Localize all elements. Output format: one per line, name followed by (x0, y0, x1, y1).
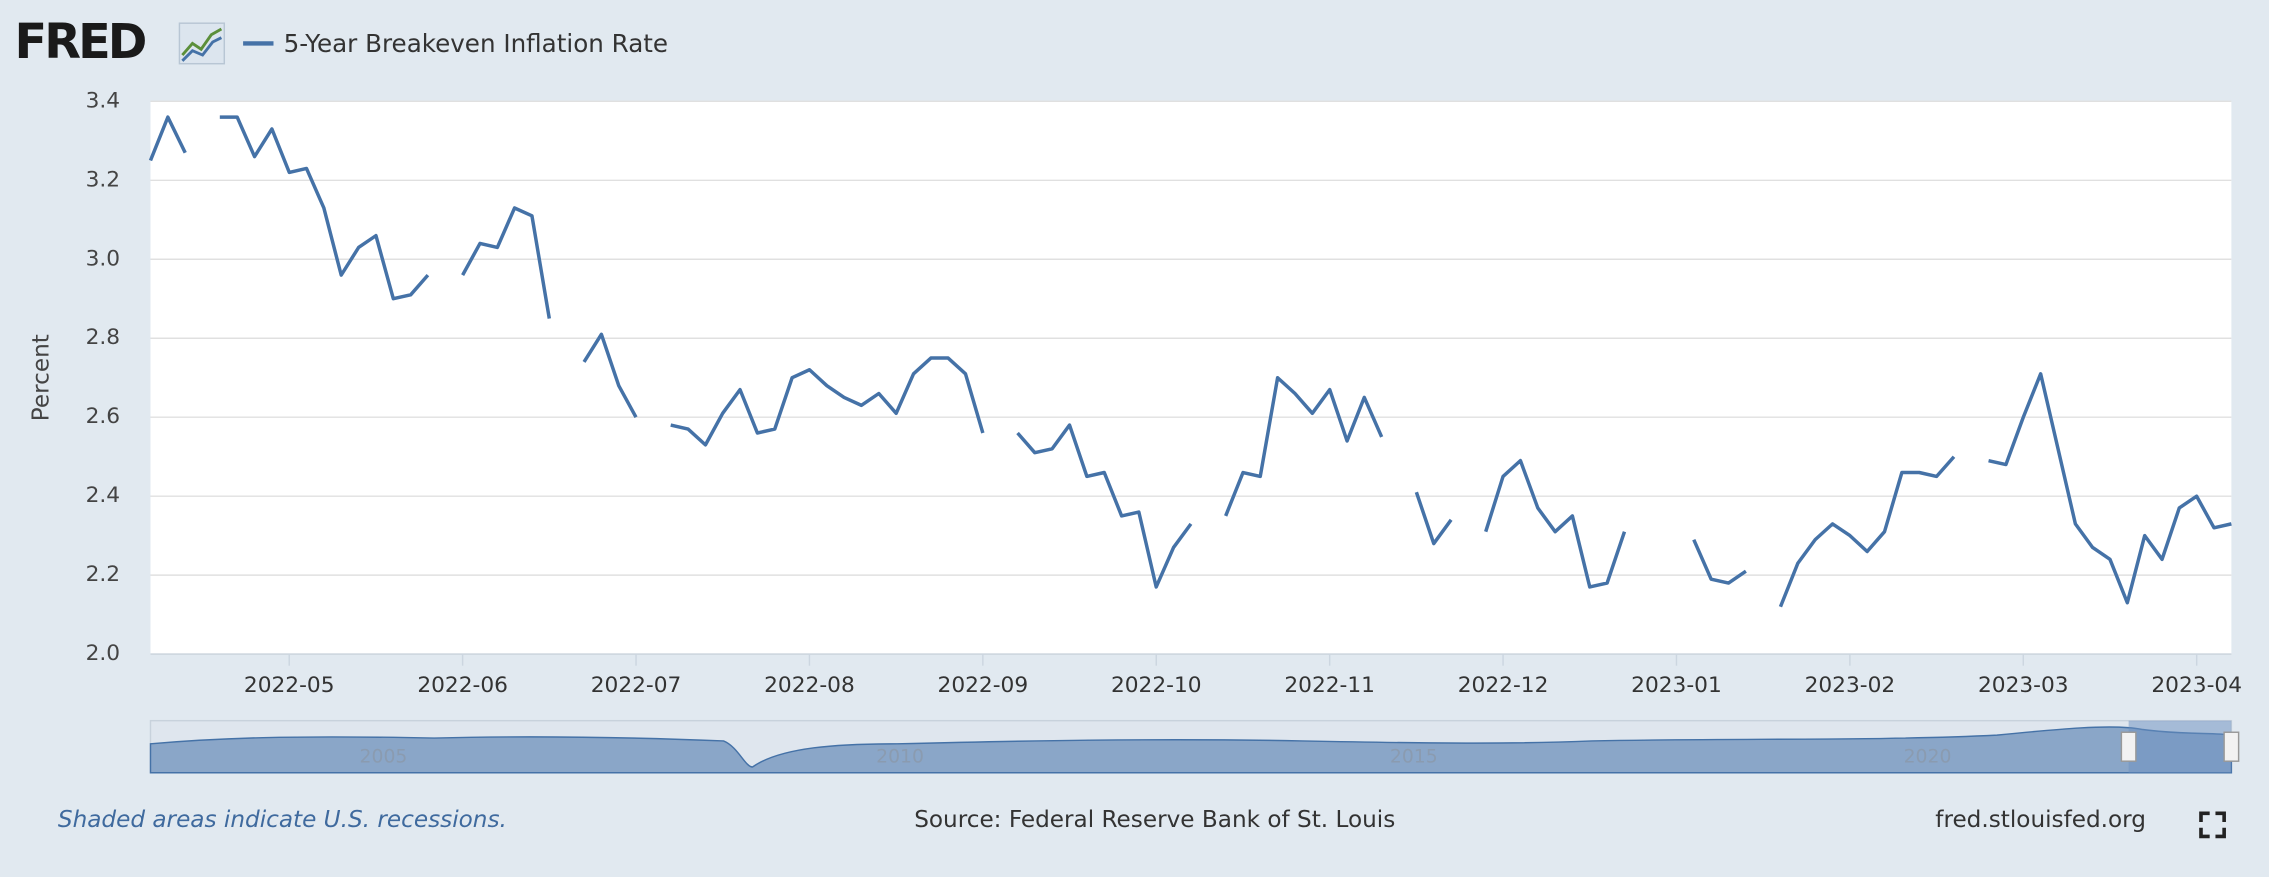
navigator-label: 2020 (1904, 746, 1952, 767)
y-tick-label: 2.0 (86, 641, 121, 666)
y-tick-label: 3.0 (86, 246, 121, 271)
navigator-label: 2005 (360, 746, 408, 767)
x-tick-label: 2022-07 (591, 673, 682, 698)
navigator: 2005 2010 2015 2020 (149, 719, 2240, 774)
x-tick-label: 2022-08 (764, 673, 855, 698)
y-tick-label: 2.4 (86, 483, 121, 508)
y-tick-label: 2.8 (86, 325, 121, 350)
logo-icon (178, 22, 226, 65)
fullscreen-icon[interactable] (2199, 811, 2226, 839)
x-tick-label: 2022-09 (938, 673, 1029, 698)
x-tick-label: 2022-06 (417, 673, 508, 698)
source: Source: Federal Reserve Bank of St. Loui… (914, 807, 1395, 833)
x-tick-label: 2022-11 (1284, 673, 1375, 698)
plot-area (150, 101, 2232, 655)
x-tick-label: 2023-01 (1631, 673, 1722, 698)
x-tick-label: 2023-03 (1978, 673, 2069, 698)
y-axis-title: Percent (28, 334, 54, 421)
x-tick-label: 2023-02 (1805, 673, 1896, 698)
x-tick-label: 2022-12 (1458, 673, 1549, 698)
x-tick-label: 2022-10 (1111, 673, 1202, 698)
recession-note: Shaded areas indicate U.S. recessions. (58, 807, 507, 833)
logo[interactable]: FRED (14, 15, 148, 70)
legend-label[interactable]: 5-Year Breakeven Inflation Rate (284, 29, 668, 58)
y-tick-label: 3.2 (86, 167, 121, 192)
x-tick-label: 2023-04 (2151, 673, 2242, 698)
series-line (148, 115, 2232, 608)
x-tick-label: 2022-05 (244, 673, 335, 698)
y-tick-label: 2.6 (86, 404, 121, 429)
y-tick-label: 3.4 (86, 88, 121, 113)
navigator-label: 2010 (876, 746, 924, 767)
y-tick-label: 2.2 (86, 562, 121, 587)
site-link[interactable]: fred.stlouisfed.org (1935, 807, 2146, 833)
navigator-label: 2015 (1390, 746, 1438, 767)
